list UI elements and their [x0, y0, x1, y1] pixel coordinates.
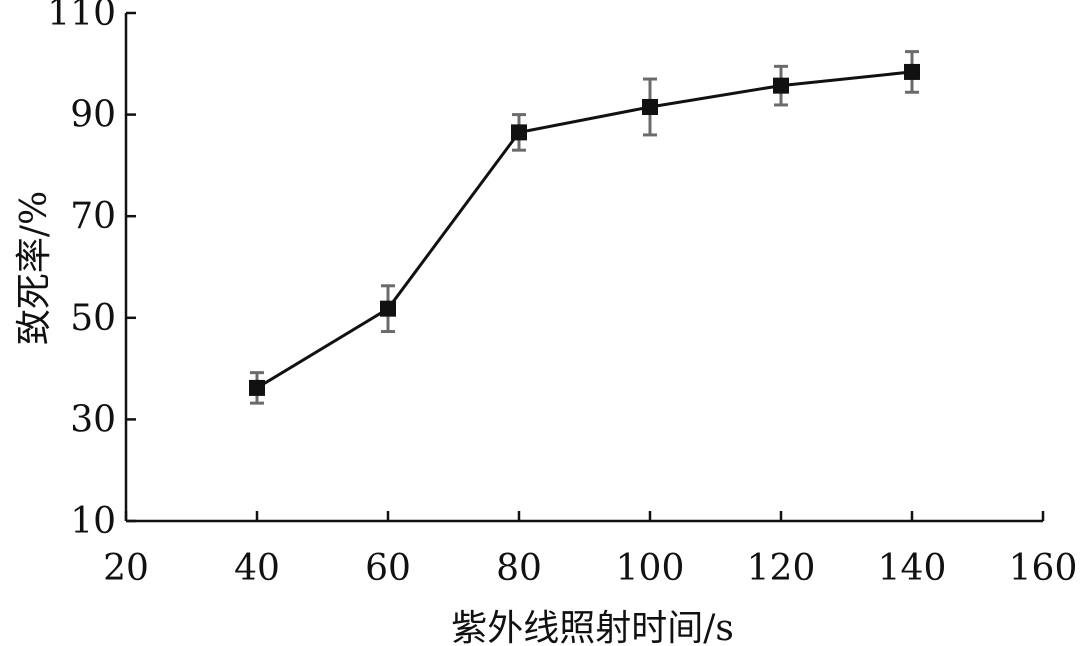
data-point [249, 379, 265, 396]
x-axis-label: 紫外线照射时间/s [451, 608, 734, 646]
tick-labels: 10 30 50 70 90 110 20 40 60 80 100 120 140 160 [47, 0, 1077, 589]
y-tick-label: 10 [70, 501, 116, 542]
data-point [904, 63, 920, 80]
x-tick-label: 40 [234, 548, 280, 589]
y-tick-label: 70 [70, 196, 116, 237]
y-axis-label: 致死率/% [14, 191, 55, 345]
data-point [642, 98, 658, 115]
y-tick-label: 110 [47, 0, 116, 34]
x-tick-label: 20 [103, 548, 149, 589]
x-tick-label: 120 [747, 548, 816, 589]
x-tick-label: 160 [1009, 548, 1078, 589]
y-tick-label: 50 [70, 298, 116, 339]
x-tick-label: 140 [878, 548, 947, 589]
error-bars [250, 50, 919, 405]
x-tick-label: 80 [496, 548, 542, 589]
data-point [773, 77, 789, 94]
data-point [511, 124, 527, 141]
axes [124, 11, 1045, 523]
x-tick-label: 60 [365, 548, 411, 589]
x-tick-label: 100 [616, 548, 685, 589]
y-tick-label: 90 [70, 95, 116, 136]
series-layer [249, 63, 920, 396]
y-tick-label: 30 [70, 399, 116, 440]
data-point [380, 300, 396, 317]
series-line [256, 70, 913, 390]
